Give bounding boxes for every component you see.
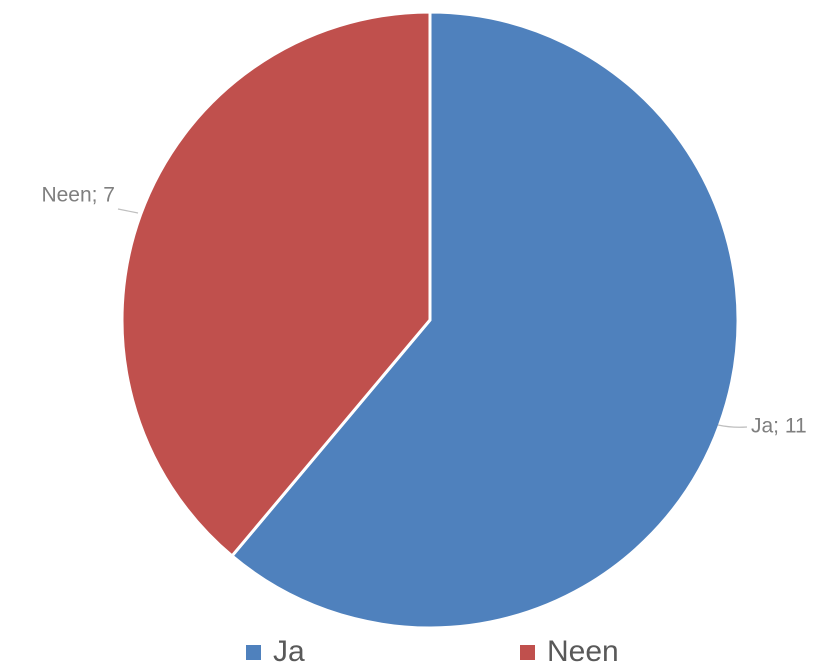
leader-line-ja — [717, 424, 748, 428]
legend: Ja Neen — [246, 635, 619, 668]
data-label-ja: Ja; 11 — [751, 415, 807, 438]
leader-line-neen — [117, 208, 139, 214]
data-label-neen: Neen; 7 — [41, 184, 115, 207]
pie-slices — [120, 10, 740, 630]
legend-swatch-neen — [520, 645, 535, 660]
legend-label-ja: Ja — [273, 635, 305, 668]
pie-slice-neen — [120, 10, 432, 558]
legend-label-neen: Neen — [547, 635, 619, 668]
legend-swatch-ja — [246, 645, 261, 660]
